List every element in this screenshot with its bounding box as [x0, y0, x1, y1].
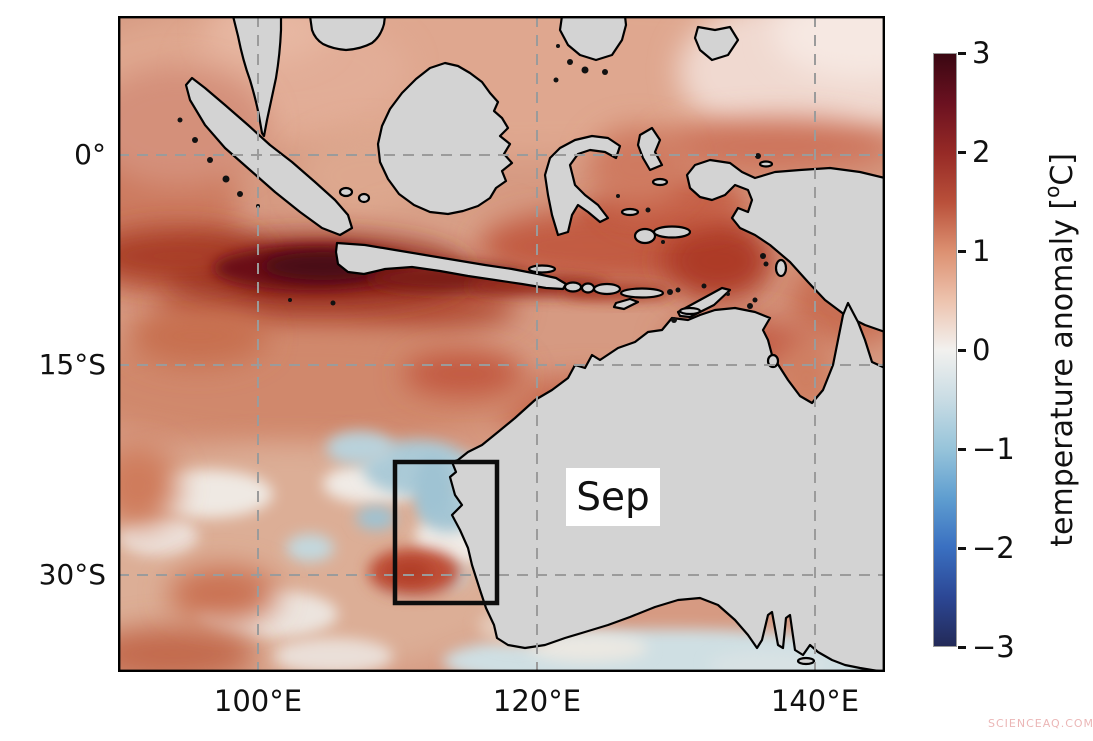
landmass-new-guinea [685, 158, 885, 334]
gridlines [118, 16, 885, 672]
island-flores [619, 287, 665, 299]
watermark: SCIENCEAQ.COM [988, 717, 1093, 730]
x-tick-120e: 120°E [492, 684, 582, 718]
y-tick-30s: 30°S [38, 558, 106, 591]
landmass-sumatra [184, 76, 354, 237]
colorbar-tick-1: 1 [972, 234, 991, 268]
colorbar-tickmark [958, 349, 966, 352]
island-sumba [612, 297, 640, 311]
colorbar-tickmark [958, 448, 966, 451]
island-sumbawa [592, 282, 622, 296]
map-area: Sep [118, 16, 885, 672]
island-belitung [357, 192, 371, 204]
colorbar-tickmark [958, 547, 966, 550]
landmass-island-ne [693, 25, 740, 62]
y-tick-0deg: 0° [74, 138, 106, 171]
island-melville [678, 306, 702, 316]
colorbar-tickmark [958, 646, 966, 649]
colorbar-tickmark [958, 52, 966, 55]
month-label: Sep [566, 468, 660, 526]
landmass-halmahera [636, 126, 664, 172]
colorbar-tick-m1: −1 [972, 432, 1015, 466]
island-specks [177, 44, 769, 323]
colorbar-tick-0: 0 [972, 333, 991, 367]
island-bali [563, 281, 583, 293]
island-bangka [338, 186, 354, 198]
landmass-sulawesi [543, 134, 622, 237]
landmass-java [334, 241, 568, 291]
colorbar-label-prefix: temperature anomaly [ [1045, 198, 1080, 547]
landmass-mindanao [558, 16, 628, 62]
colorbar-gradient [933, 53, 957, 647]
anomaly-map-svg [118, 16, 885, 672]
colorbar-tick-m2: −2 [972, 531, 1015, 565]
colorbar-tick-2: 2 [972, 135, 991, 169]
colorbar-label-suffix: C] [1045, 153, 1080, 186]
island-seram [652, 225, 692, 239]
landmass-indochina [308, 16, 387, 52]
colorbar-tick-3: 3 [972, 36, 991, 70]
study-region-box [392, 459, 500, 606]
landmass-borneo [376, 61, 514, 216]
x-tick-100e: 100°E [213, 684, 303, 718]
island-madura [527, 264, 557, 274]
colorbar-tick-m3: −3 [972, 630, 1015, 664]
colorbar-label-degree: o [1040, 185, 1064, 199]
landmass-australia [448, 301, 885, 672]
island-buru [633, 227, 657, 245]
month-label-text: Sep [576, 474, 650, 520]
island-misool [651, 177, 669, 187]
island-yapen [758, 160, 774, 168]
colorbar-axis-label: temperature anomaly [oC] [1032, 53, 1088, 647]
island-kangaroo [796, 656, 816, 666]
map-frame [118, 16, 885, 672]
colorbar-tickmark [958, 250, 966, 253]
island-sula [620, 207, 640, 217]
island-lombok [580, 282, 596, 294]
island-aru [774, 258, 788, 278]
colorbar-tickmark [958, 151, 966, 154]
y-tick-15s: 15°S [38, 348, 106, 381]
x-tick-140e: 140°E [770, 684, 860, 718]
